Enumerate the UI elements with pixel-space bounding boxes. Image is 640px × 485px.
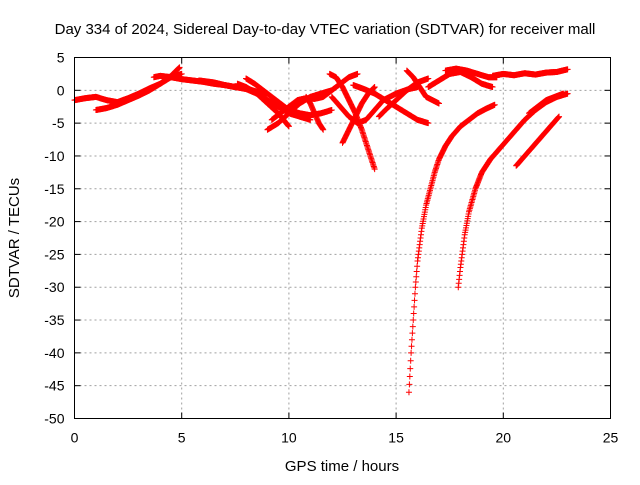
data-point — [489, 84, 496, 91]
data-point — [411, 303, 418, 310]
data-point — [491, 101, 498, 108]
series-arc-o — [403, 67, 442, 107]
x-tick-label: 15 — [388, 430, 404, 446]
x-tick-label: 10 — [281, 430, 297, 446]
y-tick-label: -5 — [52, 115, 65, 131]
data-point — [410, 310, 417, 317]
data-point — [178, 70, 185, 77]
y-tick-label: -45 — [44, 378, 64, 394]
data-point — [285, 123, 292, 130]
data-point — [410, 317, 417, 324]
x-tick-label: 20 — [496, 430, 512, 446]
y-tick-label: -15 — [44, 181, 64, 197]
data-point — [408, 349, 415, 356]
data-point — [425, 75, 432, 82]
data-point — [435, 100, 442, 107]
data-point — [412, 284, 419, 291]
data-point — [407, 365, 414, 372]
data-point — [328, 87, 335, 94]
data-point — [409, 330, 416, 337]
data-point — [406, 381, 413, 388]
data-point — [411, 297, 418, 304]
x-axis-label: GPS time / hours — [285, 458, 399, 475]
data-point — [413, 273, 420, 280]
data-point — [407, 357, 414, 364]
y-tick-label: -25 — [44, 246, 64, 262]
chart-title: Day 334 of 2024, Sidereal Day-to-day VTE… — [55, 21, 596, 38]
series-arc-i — [303, 93, 327, 133]
x-tick-label: 25 — [603, 430, 619, 446]
data-series — [71, 64, 571, 396]
data-point — [406, 373, 413, 380]
x-tick-label: 5 — [178, 430, 186, 446]
y-tick-label: -35 — [44, 312, 64, 328]
series-arc-b — [92, 64, 183, 114]
data-point — [371, 166, 378, 173]
y-axis-label: SDTVAR / TECUs — [6, 178, 23, 298]
data-point — [328, 107, 335, 114]
series-arc-p — [405, 101, 498, 396]
grid-lines — [74, 57, 611, 419]
y-tick-label: 0 — [57, 82, 65, 98]
data-point — [411, 290, 418, 297]
data-point — [405, 389, 412, 396]
y-tick-label: -50 — [44, 411, 64, 427]
data-point — [425, 120, 432, 127]
data-point — [409, 323, 416, 330]
data-point — [408, 336, 415, 343]
y-tick-label: -20 — [44, 214, 64, 230]
data-point — [413, 268, 420, 275]
data-point — [371, 84, 378, 91]
data-point — [176, 64, 183, 71]
series-arc-e — [243, 75, 335, 119]
series-arc-n — [375, 75, 432, 120]
data-point — [320, 126, 327, 133]
data-point — [354, 70, 361, 77]
y-tick-label: 5 — [57, 50, 65, 66]
data-point — [414, 263, 421, 270]
y-tick-label: -40 — [44, 345, 64, 361]
y-tick-label: -10 — [44, 148, 64, 164]
data-point — [408, 343, 415, 350]
series-arc-h — [264, 87, 335, 133]
data-point — [412, 278, 419, 285]
y-tick-label: -30 — [44, 279, 64, 295]
series-arc-m — [350, 82, 432, 127]
x-tick-label: 0 — [71, 430, 79, 446]
